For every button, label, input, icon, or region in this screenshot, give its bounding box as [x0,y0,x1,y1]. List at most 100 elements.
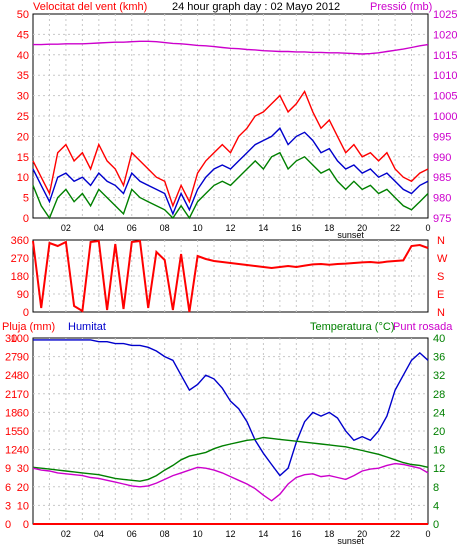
data-series [32,40,429,525]
rain-tick-label: 0 [5,519,11,531]
temperature-title: Temperatura (°C) [310,321,394,333]
humidity-tick-label: 30 [17,463,29,475]
humidity-tick-label: 100 [11,333,29,345]
time-tick-label: 06 [127,223,137,233]
time-tick-label: 14 [258,223,268,233]
wind-tick-label: 25 [17,111,29,123]
time-tick-label: 0 [425,223,430,233]
dewpoint-title: Punt rosada [393,321,453,333]
wind-tick-label: 50 [17,9,29,21]
compass-tick-label: S [437,271,444,283]
temperature-tick-label: 8 [433,482,439,494]
temperature-tick-label: 40 [433,333,445,345]
rain-tick-label: 30 [5,333,17,345]
time-tick-label: 10 [193,529,203,539]
pressure-tick-label: 975 [433,213,451,225]
humidity-tick-label: 10 [17,500,29,512]
temperature-tick-label: 0 [433,519,439,531]
time-tick-label: 10 [193,223,203,233]
temperature-line [32,436,429,482]
time-tick-label: 18 [324,223,334,233]
time-tick-label: 04 [94,529,104,539]
rain-tick-label: 12 [5,445,17,457]
time-tick-label: 08 [160,529,170,539]
tick-labels: 0510152025303540455097598098599099510001… [5,9,457,546]
time-tick-label: 12 [225,529,235,539]
humidity-tick-label: 60 [17,407,29,419]
temperature-tick-label: 16 [433,445,445,457]
direction-tick-label: 90 [17,289,29,301]
compass-tick-label: N [437,235,445,247]
wind-tick-label: 40 [17,50,29,62]
pressure-tick-label: 995 [433,131,451,143]
sunset-label: sunset [337,536,364,546]
rain-title: Pluja (mm) [2,321,55,333]
pressure-tick-label: 1010 [433,70,457,82]
temperature-tick-label: 20 [433,426,445,438]
wind-tick-label: 0 [23,213,29,225]
pressure-tick-label: 1005 [433,91,457,103]
temperature-tick-label: 36 [433,352,445,364]
wind-tick-label: 5 [23,193,29,205]
direction-tick-label: 270 [11,253,29,265]
time-tick-label: 22 [390,223,400,233]
compass-tick-label: E [437,289,444,301]
wind-tick-label: 30 [17,91,29,103]
humidity-tick-label: 50 [17,426,29,438]
wind-tick-label: 10 [17,172,29,184]
temperature-tick-label: 4 [433,500,439,512]
time-tick-label: 16 [291,529,301,539]
grid-lines [33,14,428,524]
time-tick-label: 20 [357,529,367,539]
wind-low-line [32,151,429,220]
temperature-tick-label: 32 [433,370,445,382]
rain-tick-label: 18 [5,407,17,419]
time-tick-label: 16 [291,223,301,233]
humidity-line [33,339,429,477]
wind-title: Velocitat del vent (kmh) [33,1,147,13]
humidity-tick-label: 70 [17,389,29,401]
rain-tick-label: 27 [5,352,17,364]
wind-tick-label: 35 [17,70,29,82]
direction-tick-label: 360 [11,235,29,247]
pressure-tick-label: 1020 [433,29,457,41]
wind-gust-line [32,90,429,208]
wind-tick-label: 20 [17,131,29,143]
time-tick-label: 18 [324,529,334,539]
wind-tick-label: 45 [17,29,29,41]
rain-tick-label: 9 [5,463,11,475]
rain-tick-label: 6 [5,482,11,494]
rain-tick-label: 21 [5,389,17,401]
humidity-tick-label: 0 [23,519,29,531]
time-tick-label: 02 [61,529,71,539]
time-tick-label: 04 [94,223,104,233]
time-tick-label: 14 [258,529,268,539]
sunset-label: sunset [337,230,364,240]
time-tick-label: 20 [357,223,367,233]
pressure-tick-label: 990 [433,152,451,164]
time-tick-label: 02 [61,223,71,233]
pressure-tick-label: 985 [433,172,451,184]
dewpoint-line [32,462,429,502]
time-tick-label: 0 [425,529,430,539]
direction-tick-label: 180 [11,271,29,283]
humidity-tick-label: 20 [17,482,29,494]
wind-average-line [32,127,429,216]
pressure-tick-label: 1015 [433,50,457,62]
graph-title: 24 hour graph day : 02 Mayo 2012 [172,1,340,13]
direction-line [32,239,429,313]
rain-tick-label: 24 [5,370,17,382]
temperature-tick-label: 12 [433,463,445,475]
pressure-tick-label: 980 [433,193,451,205]
pressure-tick-label: 1000 [433,111,457,123]
rain-tick-label: 3 [5,500,11,512]
rain-tick-label: 15 [5,426,17,438]
wind-tick-label: 15 [17,152,29,164]
pressure-line [33,40,429,55]
humidity-title: Humitat [68,321,106,333]
time-tick-label: 08 [160,223,170,233]
humidity-tick-label: 90 [17,352,29,364]
temperature-tick-label: 24 [433,407,445,419]
